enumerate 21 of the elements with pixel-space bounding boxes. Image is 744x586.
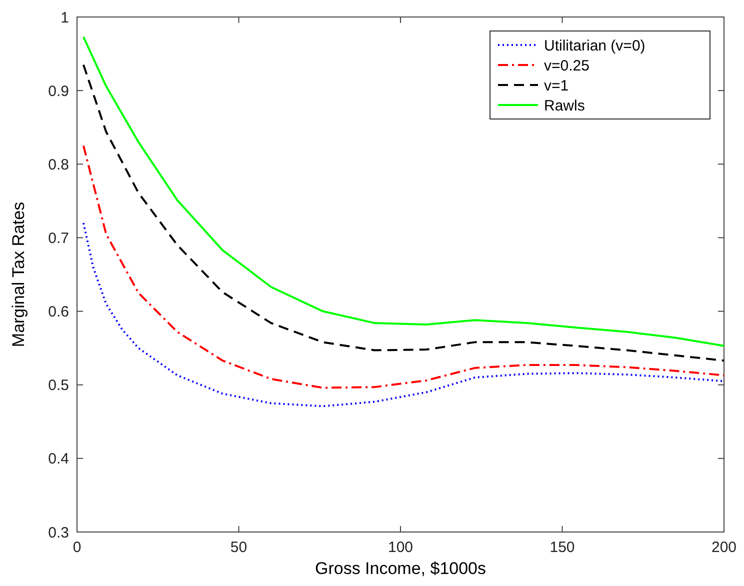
y-tick-label: 0.8	[48, 156, 69, 174]
y-tick-label: 0.9	[48, 82, 69, 100]
x-tick-label: 200	[711, 539, 737, 556]
legend-label: v=0.25	[544, 57, 590, 74]
x-tick-label: 50	[230, 539, 248, 556]
x-axis-title: Gross Income, $1000s	[314, 559, 486, 578]
legend-label: Utilitarian (v=0)	[544, 37, 646, 54]
y-tick-label: 0.6	[48, 304, 69, 321]
x-tick-label: 100	[388, 539, 414, 556]
y-tick-label: 1	[60, 9, 69, 26]
line-series	[82, 222, 725, 408]
y-tick-label: 0.4	[48, 450, 69, 468]
y-tick-label: 0.7	[48, 230, 69, 247]
x-tick-label: 150	[550, 539, 575, 556]
y-axis-title: Marginal Tax Rates	[9, 202, 28, 348]
legend-label: v=1	[544, 77, 569, 94]
y-tick-label: 0.3	[48, 524, 69, 542]
x-tick-label: 0	[72, 539, 82, 556]
y-tick-label: 0.5	[48, 377, 69, 394]
line-series	[82, 144, 725, 389]
legend-label: Rawls	[544, 97, 585, 114]
